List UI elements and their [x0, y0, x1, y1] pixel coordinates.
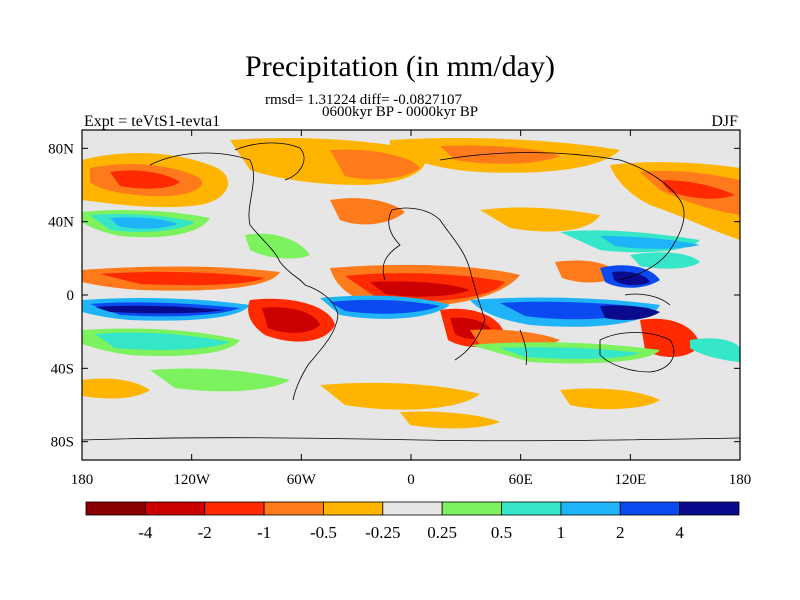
colorbar-swatch	[263, 501, 324, 516]
x-tick-label: 120E	[614, 472, 646, 488]
field-patch	[82, 378, 150, 399]
colorbar-swatch	[619, 501, 681, 516]
colorbar-swatch	[144, 501, 206, 516]
x-axis: 180 120W 60W 0 60E 120E 180	[71, 130, 752, 488]
colorbar-label: 4	[675, 523, 684, 542]
x-tick-label: 180	[71, 472, 94, 488]
field-patch	[612, 271, 650, 286]
y-tick-label: 40S	[51, 361, 74, 377]
colorbar-swatch	[679, 501, 740, 516]
coastlines	[82, 142, 740, 442]
x-tick-label: 60E	[509, 472, 533, 488]
field-patch	[480, 207, 600, 232]
colorbar-label: 0.5	[491, 523, 512, 542]
field-patch	[262, 307, 320, 333]
field-patch	[330, 149, 420, 180]
colorbar-label: -2	[198, 523, 212, 542]
field-patch	[630, 252, 700, 269]
map-area	[82, 130, 740, 460]
field-patch	[440, 145, 560, 164]
field-patch	[690, 338, 740, 362]
season-label: DJF	[711, 113, 738, 130]
field-patch	[95, 305, 225, 314]
field-patch	[150, 368, 290, 392]
y-tick-label: 0	[67, 288, 75, 304]
colorbar-label: -0.25	[365, 523, 400, 542]
colorbar-swatch	[560, 501, 621, 516]
colorbar-label: -1	[257, 523, 271, 542]
x-tick-label: 0	[407, 472, 415, 488]
x-tick-label: 120W	[173, 472, 211, 488]
colorbar-swatch	[441, 501, 502, 516]
colorbar: -4 -2 -1 -0.5 -0.25 0.25 0.5 1 2 4	[85, 501, 740, 542]
field-patch	[95, 332, 230, 350]
colorbar-label: 2	[616, 523, 625, 542]
field-patch	[560, 388, 660, 410]
field-patch	[330, 299, 440, 314]
experiment-label: Expt = teVtS1-tevta1	[84, 113, 221, 130]
colorbar-swatch	[85, 501, 146, 516]
colorbar-label: -0.5	[310, 523, 337, 542]
colorbar-label: 0.25	[427, 523, 457, 542]
field-patch	[400, 411, 500, 429]
period-subtitle: 0600kyr BP - 0000kyr BP	[322, 104, 479, 120]
stats-subtitle: rmsd= 1.31224 diff= -0.0827107	[265, 92, 463, 108]
field-patch	[110, 170, 180, 189]
field-patch	[660, 180, 735, 199]
field-patch	[320, 382, 480, 410]
x-tick-label: 180	[729, 472, 752, 488]
colorbar-swatch	[204, 501, 265, 516]
y-axis: 80N 40N 0 40S 80S	[48, 141, 740, 451]
chart-title: Precipitation (in mm/day)	[245, 50, 555, 83]
y-tick-label: 80N	[48, 141, 74, 157]
field-patch	[370, 281, 470, 297]
field-patch	[500, 347, 640, 359]
field-patch	[600, 236, 700, 249]
colorbar-label: -4	[138, 523, 153, 542]
y-tick-label: 80S	[51, 435, 74, 451]
x-tick-label: 60W	[287, 472, 317, 488]
colorbar-swatch	[382, 501, 443, 516]
y-tick-label: 40N	[48, 215, 74, 231]
field-patch	[110, 217, 178, 229]
field-patch	[330, 198, 405, 225]
colorbar-swatch	[501, 501, 562, 516]
field-patch	[100, 271, 265, 286]
colorbar-label: 1	[557, 523, 566, 542]
field-patch	[245, 233, 310, 259]
field-patch	[640, 318, 700, 357]
colorbar-swatch	[323, 501, 384, 516]
field-patch	[600, 305, 660, 320]
